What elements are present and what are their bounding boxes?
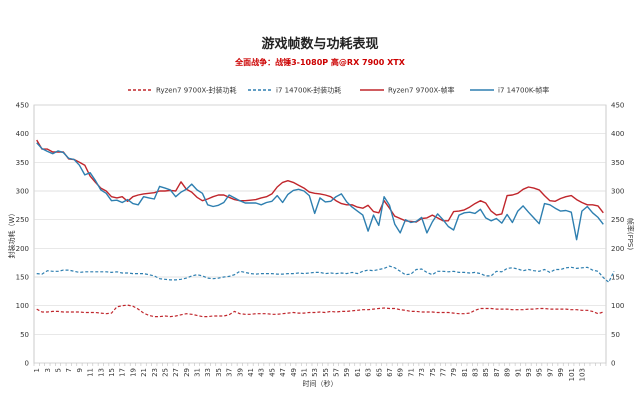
x-tick-label: 69 — [397, 368, 405, 377]
series-line-0 — [36, 304, 604, 318]
x-tick-label: 91 — [514, 368, 522, 377]
x-tick-label: 25 — [161, 368, 169, 377]
y-axis-right-label: 帧率(FPS) — [626, 218, 635, 250]
y-tick-label-left: 400 — [16, 130, 29, 138]
y-tick-label-right: 100 — [611, 302, 624, 310]
x-tick-label: 99 — [557, 368, 565, 377]
legend-label-0: Ryzen7 9700X-封装功耗 — [156, 86, 237, 95]
y-axis-right: 0 50 100 150 200 250 300 350 400 450 — [611, 102, 624, 368]
x-tick-label: 13 — [97, 368, 105, 377]
x-tick-label: 31 — [194, 368, 202, 377]
x-tick-label: 35 — [215, 368, 223, 377]
x-tick-label: 93 — [525, 368, 533, 377]
x-tick-label: 3 — [44, 368, 52, 372]
series-line-2 — [36, 139, 604, 223]
x-tick-label: 87 — [493, 368, 501, 377]
x-tick-label: 63 — [365, 368, 373, 377]
x-tick-label: 23 — [151, 368, 159, 377]
y-tick-label-right: 250 — [611, 216, 624, 224]
x-tick-label: 7 — [65, 368, 73, 372]
x-tick-label: 21 — [140, 368, 148, 377]
series-line-3 — [36, 142, 604, 241]
x-tick-label: 43 — [258, 368, 266, 377]
x-tick-label: 49 — [290, 368, 298, 377]
y-tick-label-left: 0 — [25, 360, 29, 368]
x-tick-label: 67 — [386, 368, 394, 377]
y-tick-label-left: 300 — [16, 188, 29, 196]
x-tick-label: 83 — [472, 368, 480, 377]
x-tick-label: 57 — [333, 368, 341, 377]
y-tick-label-right: 150 — [611, 274, 624, 282]
x-tick-label: 5 — [55, 368, 63, 372]
y-tick-label-right: 0 — [611, 360, 615, 368]
x-tick-label: 97 — [546, 368, 554, 377]
y-tick-label-right: 200 — [611, 245, 624, 253]
x-tick-label: 33 — [204, 368, 212, 377]
x-tick-label: 81 — [461, 368, 469, 377]
x-tick-label: 39 — [236, 368, 244, 377]
legend-label-3: i7 14700K-帧率 — [498, 86, 549, 95]
series-lines — [36, 139, 615, 318]
y-tick-label-right: 450 — [611, 102, 624, 110]
y-tick-label-left: 150 — [16, 274, 29, 282]
legend: Ryzen7 9700X-封装功耗 i7 14700K-封装功耗 Ryzen7 97… — [128, 86, 549, 95]
x-tick-label: 95 — [536, 368, 544, 377]
x-tick-label: 75 — [429, 368, 437, 377]
x-tick-label: 15 — [108, 368, 116, 377]
y-axis-left-label: 封装功耗（W） — [7, 210, 16, 259]
x-tick-label: 79 — [450, 368, 458, 377]
x-tick-label: 51 — [300, 368, 308, 377]
y-tick-label-left: 250 — [16, 216, 29, 224]
x-tick-label: 29 — [183, 368, 191, 377]
x-tick-label: 41 — [247, 368, 255, 377]
x-tick-label: 9 — [76, 368, 84, 372]
x-tick-label: 71 — [407, 368, 415, 377]
x-tick-label: 59 — [343, 368, 351, 377]
x-tick-label: 19 — [129, 368, 137, 377]
x-tick-label: 89 — [504, 368, 512, 377]
y-tick-label-right: 350 — [611, 159, 624, 167]
legend-label-1: i7 14700K-封装功耗 — [276, 86, 341, 95]
x-tick-label: 77 — [439, 368, 447, 377]
x-tick-label: 37 — [226, 368, 234, 377]
y-tick-label-left: 350 — [16, 159, 29, 167]
x-tick-label: 11 — [87, 368, 95, 377]
x-axis: 1 3 5 7 9 11 13 15 17 19 21 23 25 27 29 31 33 35 37 39 41 43 4… — [33, 363, 607, 381]
x-tick-label: 45 — [268, 368, 276, 377]
x-tick-label: 73 — [418, 368, 426, 377]
x-tick-label: 101 — [568, 368, 576, 381]
x-tick-label: 1 — [33, 368, 41, 372]
y-tick-label-right: 50 — [611, 331, 620, 339]
chart-title: 游戏帧数与功耗表现 — [261, 36, 378, 52]
y-tick-label-right: 300 — [611, 188, 624, 196]
y-tick-label-left: 50 — [20, 331, 29, 339]
x-tick-label: 53 — [311, 368, 319, 377]
chart-subtitle: 全面战争：战锤3-1080P 高@RX 7900 XTX — [234, 57, 406, 67]
y-tick-label-left: 200 — [16, 245, 29, 253]
y-tick-label-left: 450 — [16, 102, 29, 110]
x-tick-label: 47 — [279, 368, 287, 377]
y-tick-label-left: 100 — [16, 302, 29, 310]
x-tick-label: 61 — [354, 368, 362, 377]
x-tick-label: 85 — [482, 368, 490, 377]
y-tick-label-right: 400 — [611, 130, 624, 138]
x-tick-label: 17 — [119, 368, 127, 377]
y-axis-left: 0 50 100 150 200 250 300 350 400 450 — [16, 102, 29, 368]
x-tick-label: 55 — [322, 368, 330, 377]
x-tick-label: 27 — [172, 368, 180, 377]
legend-label-2: Ryzen7 9700X-帧率 — [388, 86, 455, 95]
x-tick-label: 65 — [375, 368, 383, 377]
series-line-1 — [36, 265, 615, 283]
x-axis-label: 时间（秒） — [303, 379, 338, 388]
x-tick-label: 103 — [578, 368, 586, 381]
